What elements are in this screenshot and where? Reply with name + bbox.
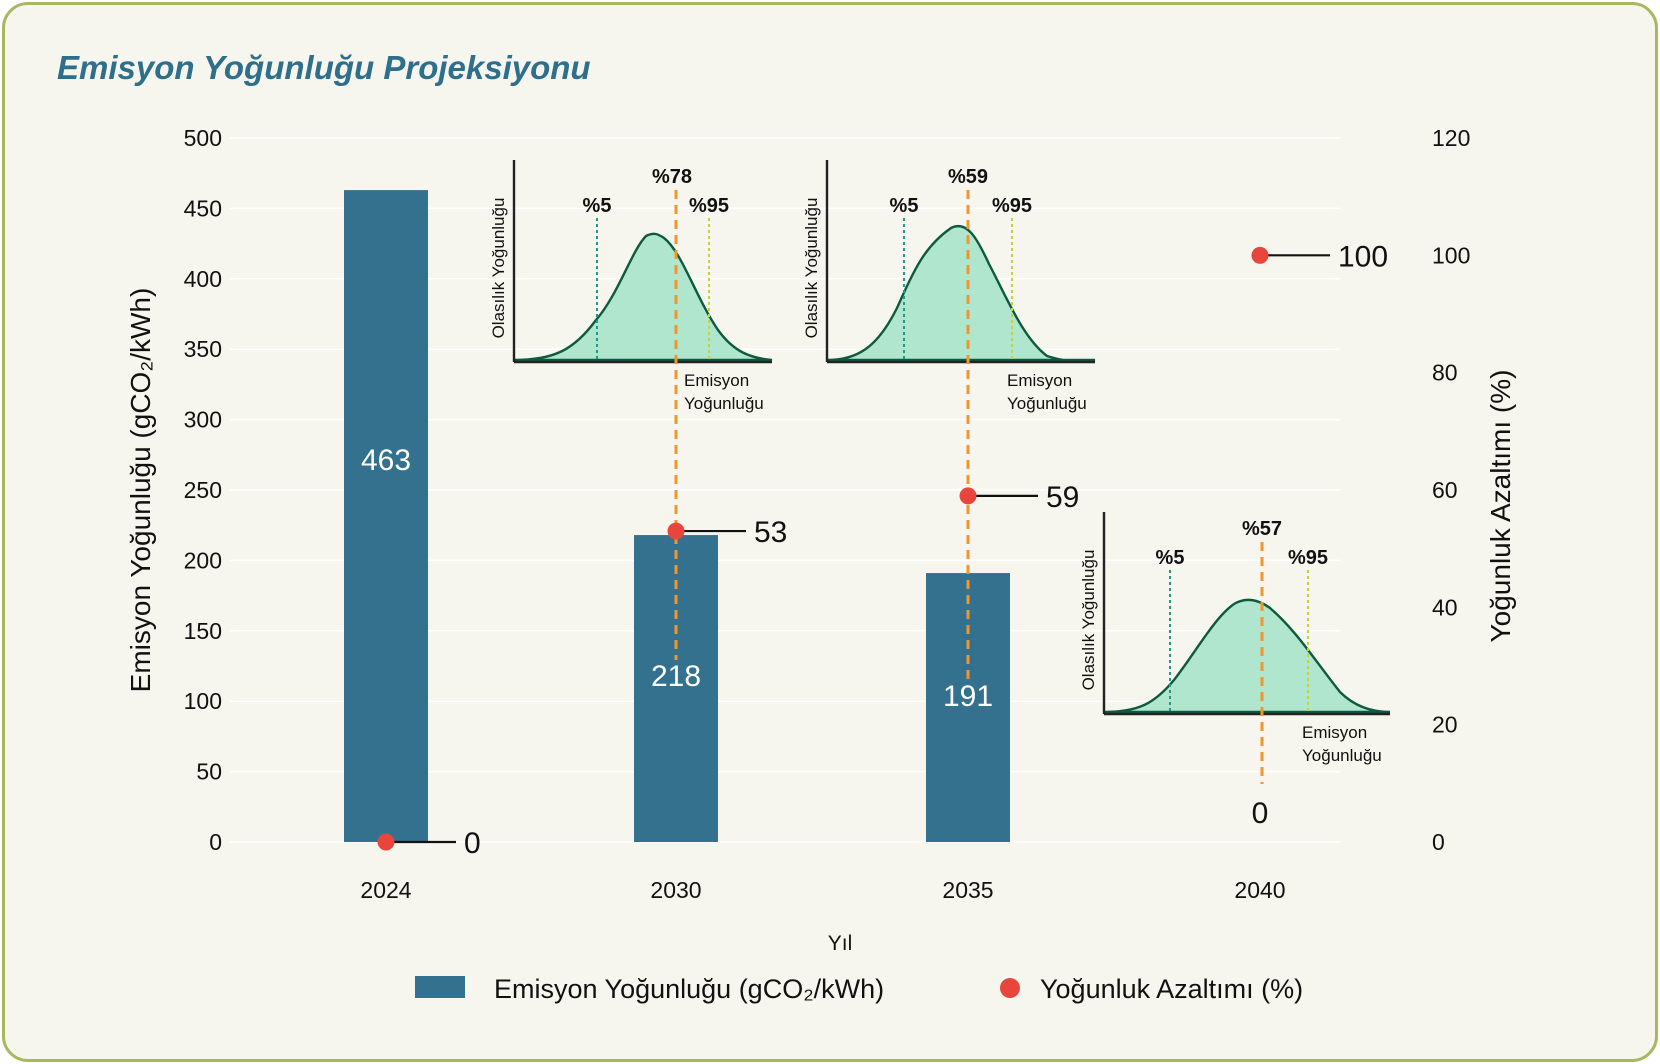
y-left-tick-label: 150 [184, 618, 222, 644]
x-axis-title: Yıl [828, 932, 853, 955]
inset-y-axis-title: Olasılık Yoğunluğu [1079, 550, 1098, 691]
inset-x-axis-title-line1: Emisyon [1302, 723, 1367, 742]
chart-title: Emisyon Yoğunluğu Projeksiyonu [57, 49, 591, 86]
y-right-tick-label: 120 [1432, 125, 1470, 151]
y-left-tick-label: 500 [184, 125, 222, 151]
point-value-label: 53 [754, 516, 787, 549]
y-left-tick-label: 50 [196, 759, 222, 785]
y-left-tick-label: 100 [184, 688, 222, 714]
inset-p5-label: %5 [583, 195, 612, 217]
x-tick-label: 2024 [360, 877, 411, 903]
inset-x-axis-title-line2: Yoğunluğu [684, 394, 764, 413]
inset-median-label: %57 [1242, 518, 1282, 540]
inset-x-axis-title-line2: Yoğunluğu [1302, 746, 1382, 765]
y-left-tick-label: 350 [184, 336, 222, 362]
legend-point-swatch [1000, 978, 1020, 998]
bar-2024 [344, 190, 428, 842]
y-right-tick-label: 40 [1432, 594, 1458, 620]
x-tick-label: 2035 [942, 877, 993, 903]
point-value-label: 0 [464, 827, 481, 860]
inset-median-label: %78 [652, 166, 692, 188]
y-right-tick-label: 60 [1432, 477, 1458, 503]
bar-value-label: 0 [1252, 797, 1269, 830]
y-left-tick-label: 250 [184, 477, 222, 503]
y-left-tick-label: 0 [209, 829, 222, 855]
distribution-inset-2040 [1102, 512, 1391, 716]
bar-value-label: 463 [361, 444, 411, 477]
y-right-tick-label: 80 [1432, 360, 1458, 386]
legend-label-bars: Emisyon Yoğunluğu (gCO₂/kWh) [494, 974, 884, 1004]
y-left-tick-label: 200 [184, 547, 222, 573]
x-tick-label: 2040 [1234, 877, 1285, 903]
inset-x-axis-title-line2: Yoğunluğu [1007, 394, 1087, 413]
density-curve [826, 225, 1096, 363]
point-value-label: 100 [1338, 240, 1388, 273]
bar-value-label: 218 [651, 660, 701, 693]
reduction-point-2040 [1251, 246, 1269, 264]
distribution-inset-2030 [512, 160, 773, 364]
y-right-tick-label: 100 [1432, 242, 1470, 268]
reduction-point-2030 [667, 522, 685, 540]
y-left-tick-label: 400 [184, 266, 222, 292]
distribution-inset-2035 [825, 160, 1096, 364]
inset-y-axis-title: Olasılık Yoğunluğu [489, 198, 508, 339]
inset-x-axis-title-line1: Emisyon [1007, 371, 1072, 390]
inset-p95-label: %95 [1288, 547, 1328, 569]
inset-p5-label: %5 [890, 195, 919, 217]
inset-y-axis-title: Olasılık Yoğunluğu [802, 198, 821, 339]
x-tick-label: 2030 [650, 877, 701, 903]
y-left-axis-title: Emisyon Yoğunluğu (gCO₂/kWh) [125, 288, 156, 693]
reduction-point-2024 [377, 833, 395, 851]
density-curve [513, 232, 773, 362]
inset-p5-label: %5 [1156, 547, 1185, 569]
inset-p95-label: %95 [689, 195, 729, 217]
bar-value-label: 191 [943, 680, 993, 713]
density-curve [1103, 598, 1391, 714]
y-left-tick-label: 450 [184, 195, 222, 221]
legend-label-points: Yoğunluk Azaltımı (%) [1040, 974, 1303, 1004]
y-right-axis-title: Yoğunluk Azaltımı (%) [1485, 370, 1516, 643]
inset-x-axis-title-line1: Emisyon [684, 371, 749, 390]
y-right-tick-label: 20 [1432, 712, 1458, 738]
inset-median-label: %59 [948, 166, 988, 188]
reduction-point-2035 [959, 487, 977, 505]
y-right-tick-label: 0 [1432, 829, 1445, 855]
point-value-label: 59 [1046, 481, 1079, 514]
y-left-tick-label: 300 [184, 407, 222, 433]
legend-bar-swatch [415, 976, 465, 998]
inset-p95-label: %95 [992, 195, 1032, 217]
